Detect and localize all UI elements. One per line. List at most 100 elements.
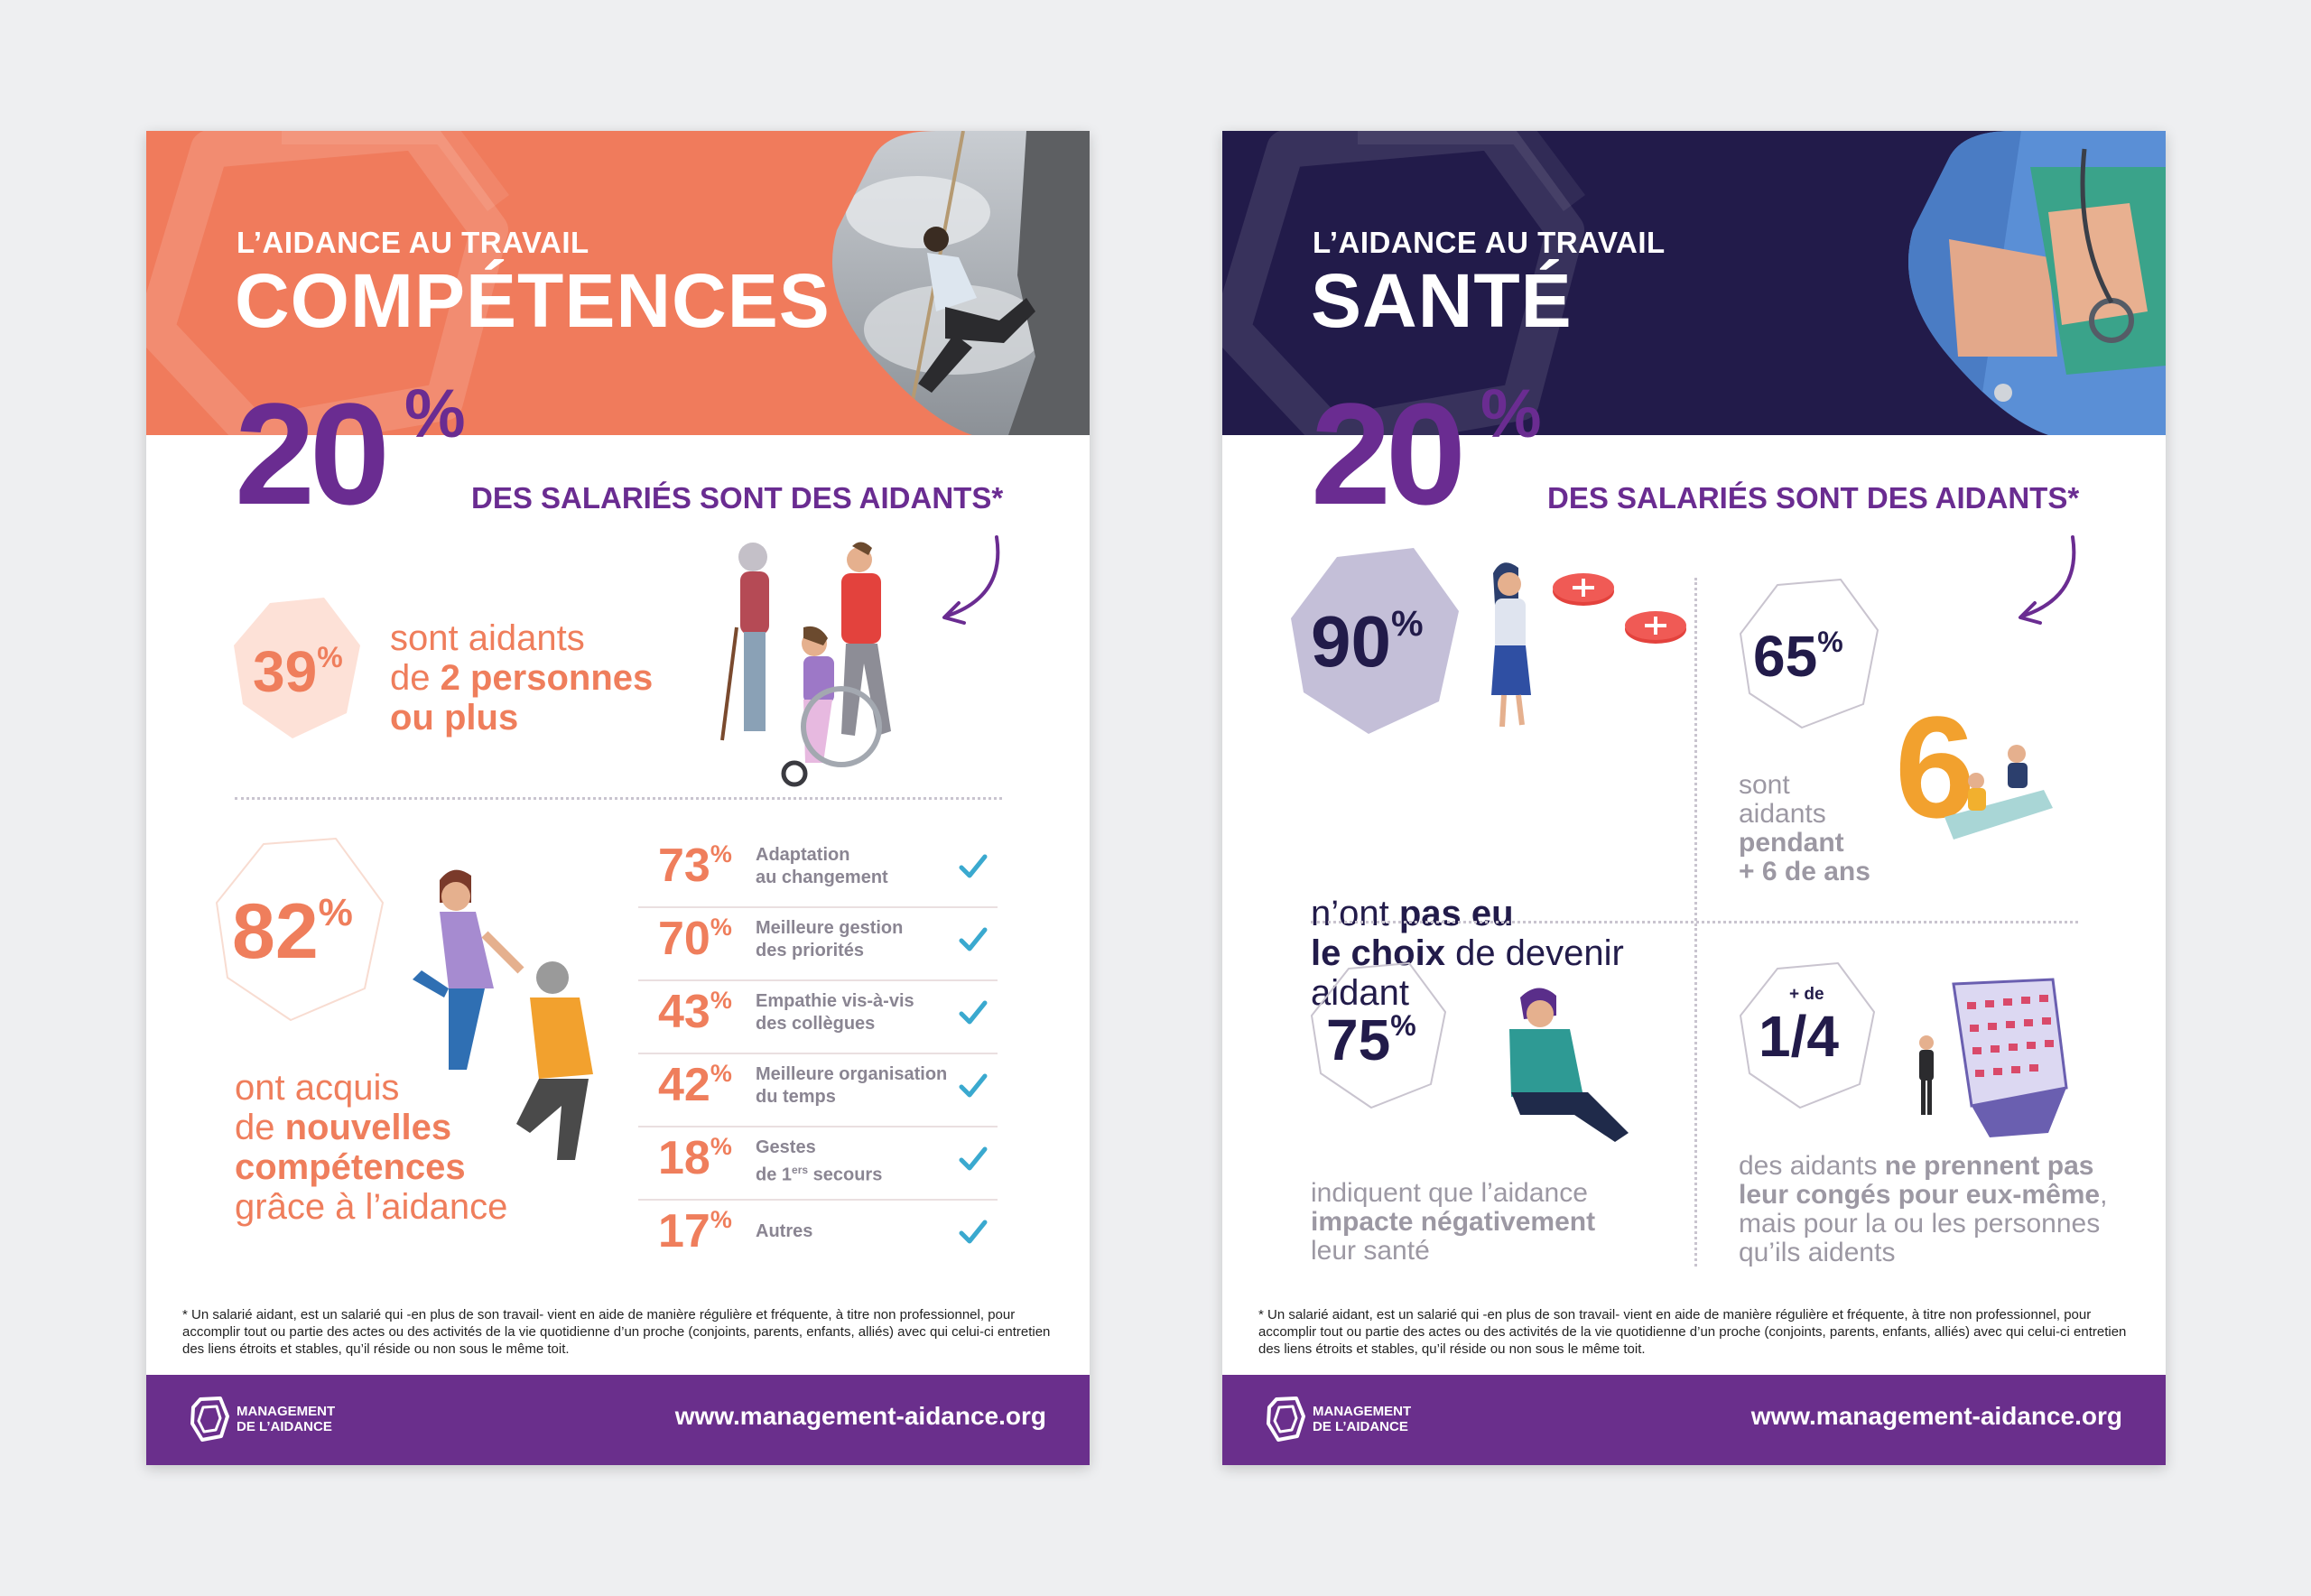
skill-percent-sign: % bbox=[710, 1060, 732, 1087]
brand-logo-icon bbox=[190, 1396, 229, 1442]
page-title: COMPÉTENCES bbox=[235, 258, 831, 343]
stat-quarter-hexagon bbox=[1740, 962, 1875, 1109]
headline-stat: 20 % bbox=[235, 373, 466, 534]
stat-75-hexagon bbox=[1311, 962, 1446, 1109]
sad-person-illustration bbox=[1509, 988, 1629, 1142]
stat-quarter-line4: qu’ils aidents bbox=[1739, 1238, 1896, 1267]
footer-url-link[interactable]: www.management-aidance.org bbox=[1750, 1402, 2122, 1430]
stat-39-line1: sont aidants bbox=[390, 618, 585, 658]
stat-82-sign: % bbox=[318, 891, 353, 935]
stat-90: 90% bbox=[1311, 600, 1424, 683]
hexagon-decoration bbox=[1222, 131, 1585, 435]
skill-label-line2a: de 1 bbox=[756, 1165, 793, 1185]
page-title: SANTÉ bbox=[1311, 258, 1573, 343]
stat-65-line4: + 6 de ans bbox=[1739, 857, 1870, 886]
skill-percent-sign: % bbox=[710, 1206, 732, 1233]
helping-hand-illustration bbox=[413, 869, 593, 1160]
headline-tagline: DES SALARIÉS SONT DES AIDANTS* bbox=[1547, 481, 2080, 515]
skill-separator bbox=[638, 1126, 998, 1127]
skill-percent-sign: % bbox=[710, 914, 732, 941]
headline-tagline: DES SALARIÉS SONT DES AIDANTS* bbox=[471, 481, 1004, 515]
skill-separator bbox=[638, 1199, 998, 1201]
skill-label-line2: des priorités bbox=[756, 941, 865, 960]
stat-39-hexagon bbox=[234, 598, 360, 738]
skill-percent: 70% bbox=[658, 912, 732, 966]
headline-value: 20 bbox=[1311, 373, 1466, 534]
stat-75-value: 75 bbox=[1326, 1007, 1391, 1072]
footnote: * Un salarié aidant, est un salarié qui … bbox=[1258, 1307, 2127, 1357]
stat-90-value: 90 bbox=[1311, 601, 1391, 682]
six-years-illustration: 6 bbox=[1895, 686, 2053, 848]
skill-label-line1: Meilleure gestion bbox=[756, 918, 904, 938]
headline-value: 20 bbox=[235, 373, 390, 534]
stat-quarter-line2a: leur congés pour eux-même bbox=[1739, 1180, 2101, 1210]
check-icon bbox=[959, 1000, 988, 1025]
skill-label-line2: de 1ers secours bbox=[756, 1159, 882, 1187]
footnote: * Un salarié aidant, est un salarié qui … bbox=[182, 1307, 1051, 1357]
skill-label: Meilleure gestion des priorités bbox=[756, 917, 903, 962]
skill-label-line1: Empathie vis-à-vis bbox=[756, 991, 914, 1011]
stat-39-value: 39 bbox=[253, 639, 318, 704]
footer-brand-line2: DE L’AIDANCE bbox=[237, 1419, 332, 1434]
stat-90-line1: n’ont pas eu bbox=[1311, 894, 1514, 934]
grid-divider-vertical-bottom bbox=[1694, 923, 1697, 1267]
stat-39-sign: % bbox=[317, 641, 343, 674]
skill-percent: 17% bbox=[658, 1204, 732, 1258]
skill-label: Gestes de 1ers secours bbox=[756, 1137, 882, 1187]
skill-label-line1: Gestes bbox=[756, 1137, 816, 1157]
skill-row: 42% Meilleure organisation du temps bbox=[638, 1054, 998, 1127]
skill-row: 43% Empathie vis-à-vis des collègues bbox=[638, 981, 998, 1054]
hexagon-decoration bbox=[146, 131, 509, 435]
stat-90-line1b: pas eu bbox=[1398, 894, 1514, 933]
footer-url-link[interactable]: www.management-aidance.org bbox=[674, 1402, 1046, 1430]
stat-82-line4: grâce à l’aidance bbox=[235, 1187, 508, 1227]
stat-65-sign: % bbox=[1817, 626, 1843, 659]
calendar-illustration bbox=[1919, 978, 2068, 1137]
stat-65-line3: pendant bbox=[1739, 828, 1844, 858]
skill-percent-value: 73 bbox=[658, 840, 710, 892]
stat-quarter-line1b: ne prennent pas bbox=[1884, 1151, 2094, 1181]
stat-75-line2: impacte négativement bbox=[1311, 1207, 1596, 1237]
stat-75: 75% bbox=[1326, 1007, 1416, 1073]
stat-82-line2b: nouvelles bbox=[284, 1108, 452, 1147]
stat-90-line2: le choix de devenir bbox=[1311, 933, 1624, 974]
stat-90-sign: % bbox=[1390, 604, 1424, 644]
climber-photo bbox=[832, 131, 1090, 435]
stat-65-line1: sont bbox=[1739, 770, 1790, 800]
skill-row: 18% Gestes de 1ers secours bbox=[638, 1127, 998, 1201]
poster-sante: L’AIDANCE AU TRAVAIL SANTÉ 20 % DES SALA… bbox=[1222, 131, 2166, 1465]
curved-arrow-icon bbox=[942, 535, 1000, 625]
skill-label-superscript: ers bbox=[792, 1164, 809, 1176]
skill-label-line2b: secours bbox=[808, 1165, 883, 1185]
stat-quarter-line1a: des aidants bbox=[1739, 1151, 1885, 1181]
stat-quarter-prefix: + de bbox=[1789, 985, 1824, 1004]
check-icon bbox=[959, 927, 988, 951]
stat-82-line2a: de bbox=[235, 1108, 285, 1147]
stat-75-line3: leur santé bbox=[1311, 1236, 1430, 1266]
footer-brand-line2: DE L’AIDANCE bbox=[1313, 1419, 1408, 1434]
skill-percent-value: 42 bbox=[658, 1059, 710, 1111]
footer-brand: MANAGEMENT DE L’AIDANCE bbox=[1313, 1404, 1411, 1434]
header-banner: L’AIDANCE AU TRAVAIL COMPÉTENCES bbox=[146, 131, 1090, 435]
stat-90-hexagon bbox=[1291, 548, 1459, 734]
skill-row: 73% Adaptation au changement bbox=[638, 835, 998, 908]
stat-39-line2a: de bbox=[390, 658, 441, 698]
footer-brand-line1: MANAGEMENT bbox=[237, 1404, 336, 1419]
headline-sign: % bbox=[1480, 376, 1542, 452]
footer-bar: MANAGEMENT DE L’AIDANCE www.management-a… bbox=[1222, 1375, 2166, 1465]
check-icon bbox=[959, 1146, 988, 1171]
skill-label: Meilleure organisation du temps bbox=[756, 1063, 947, 1109]
stat-39-line3: ou plus bbox=[390, 698, 519, 738]
stat-quarter-value: 1/4 bbox=[1759, 1004, 1839, 1069]
skill-percent: 43% bbox=[658, 985, 732, 1039]
stat-65-value: 65 bbox=[1753, 624, 1818, 689]
skill-label: Empathie vis-à-vis des collègues bbox=[756, 990, 914, 1035]
footer-brand-line1: MANAGEMENT bbox=[1313, 1404, 1412, 1419]
brand-logo-icon bbox=[1267, 1396, 1305, 1442]
headline-sign: % bbox=[404, 376, 466, 452]
family-wheelchair-illustration bbox=[720, 542, 891, 787]
kicker-text: L’AIDANCE AU TRAVAIL bbox=[237, 226, 589, 259]
stat-82: 82% bbox=[232, 887, 353, 977]
stat-quarter-line1: des aidants ne prennent pas bbox=[1739, 1151, 2094, 1182]
skill-percent-value: 43 bbox=[658, 986, 710, 1038]
